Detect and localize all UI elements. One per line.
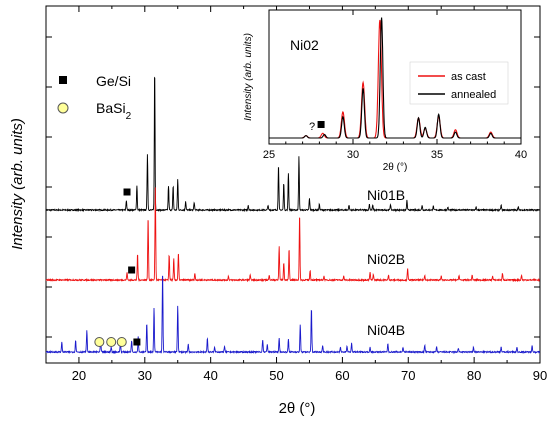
inset-curves bbox=[269, 17, 521, 139]
x-tick-label-50: 50 bbox=[269, 368, 283, 383]
x-tick-label-20: 20 bbox=[72, 368, 86, 383]
curve-ni01b bbox=[45, 76, 541, 213]
inset-square-marker bbox=[317, 121, 325, 128]
x-tick-label-80: 80 bbox=[467, 368, 481, 383]
ge-si-marker bbox=[128, 266, 136, 274]
basi2-marker bbox=[94, 337, 105, 347]
inset-x-tick-label-40: 40 bbox=[515, 149, 527, 161]
inset-x-tick-label-30: 30 bbox=[347, 149, 359, 161]
y-axis-title: Intensity (arb. units) bbox=[9, 118, 26, 250]
curve-ni04b bbox=[45, 275, 541, 355]
main-x-ticks: 20 30 40 50 60 70 80 90 bbox=[45, 6, 547, 383]
inset-legend-box bbox=[409, 61, 509, 105]
inset-legend-label-annealed: annealed bbox=[451, 89, 496, 101]
basi2-marker bbox=[106, 337, 117, 347]
ge-si-marker bbox=[123, 188, 131, 196]
inset-x-tick-label-25: 25 bbox=[263, 149, 275, 161]
legend-circle-marker bbox=[57, 102, 69, 114]
legend: Ge/Si BaSi2 bbox=[57, 73, 132, 122]
inset-plot-frame bbox=[268, 9, 522, 145]
inset-legend: as cast annealed bbox=[409, 61, 509, 105]
x-axis-title: 2θ (°) bbox=[279, 400, 316, 417]
inset-x-tick-label-35: 35 bbox=[431, 149, 443, 161]
x-tick-label-60: 60 bbox=[335, 368, 349, 383]
inset-legend-label-as-cast: as cast bbox=[451, 71, 486, 83]
x-tick-label-40: 40 bbox=[203, 368, 217, 383]
legend-square-marker bbox=[59, 76, 67, 84]
inset-x-ticks: 25 30 35 40 bbox=[263, 10, 527, 161]
legend-label-basi2: BaSi2 bbox=[96, 100, 132, 122]
series-label-ni02b: Ni02B bbox=[367, 251, 405, 267]
inset-title: Ni02 bbox=[290, 37, 319, 53]
x-tick-label-70: 70 bbox=[401, 368, 415, 383]
series-label-ni04b: Ni04B bbox=[367, 322, 405, 338]
inset-plot: 25 30 35 40 Ni02 Intensity (arb. units) 2θ … bbox=[243, 9, 527, 173]
series-label-ni01b: Ni01B bbox=[367, 187, 405, 203]
inset-y-axis-title: Intensity (arb. units) bbox=[243, 33, 254, 121]
inset-curve-annealed bbox=[269, 17, 521, 139]
curve-ni02b bbox=[45, 187, 541, 283]
basi2-marker bbox=[116, 337, 127, 347]
x-tick-label-90: 90 bbox=[533, 368, 547, 383]
inset-x-axis-title: 2θ (°) bbox=[383, 162, 408, 173]
main-markers bbox=[94, 188, 141, 347]
x-tick-label-30: 30 bbox=[138, 368, 152, 383]
legend-label-ge-si: Ge/Si bbox=[96, 73, 131, 89]
main-plot-frame bbox=[45, 5, 541, 364]
main-curves bbox=[45, 76, 541, 355]
main-plot: 20 30 40 50 60 70 80 90 Ni01B Ni02B Ni04B Ge/Si… bbox=[9, 5, 547, 417]
ge-si-marker bbox=[133, 338, 141, 346]
inset-unknown-annotation: ? bbox=[309, 121, 315, 133]
